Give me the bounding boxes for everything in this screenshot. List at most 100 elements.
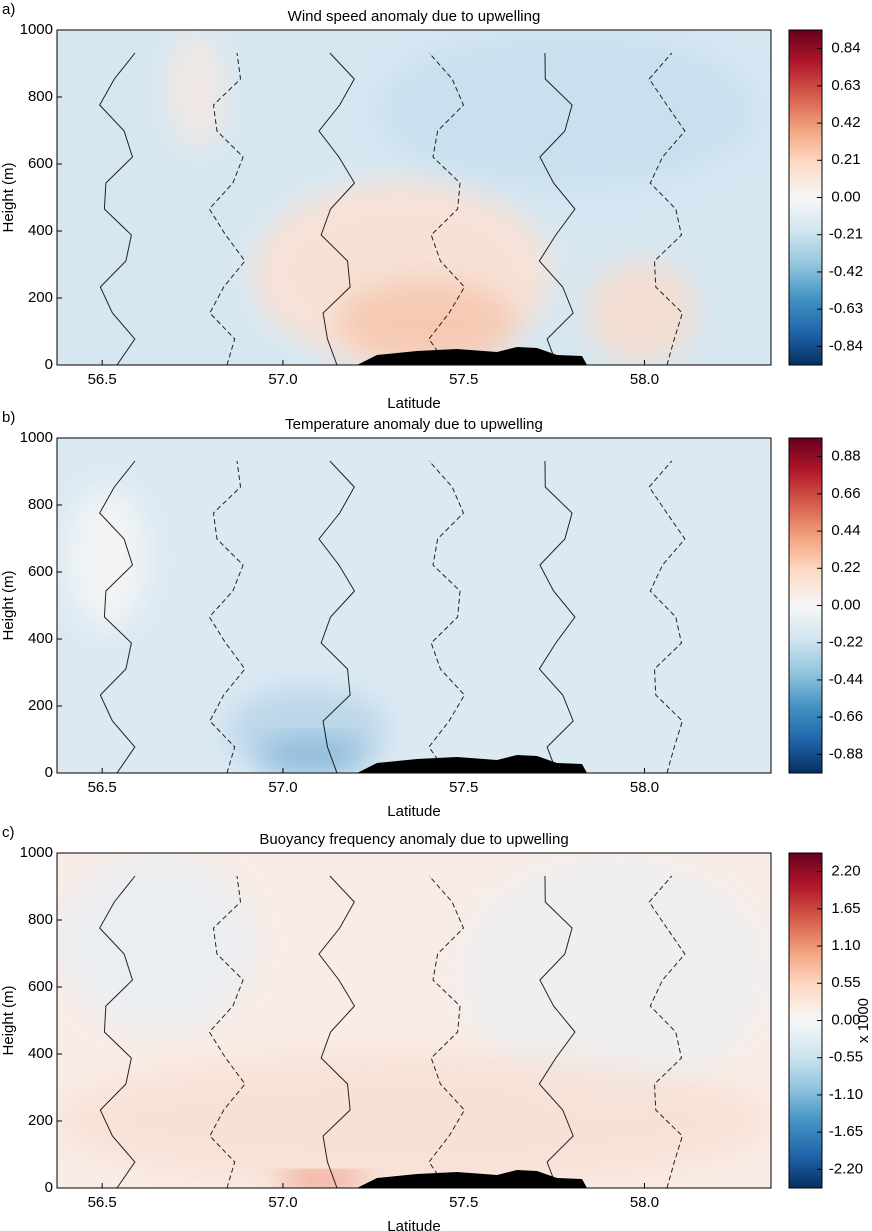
x-tick-label: 57.0 (268, 1194, 297, 1211)
x-tick-label: 57.5 (449, 371, 478, 388)
x-axis-label: Latitude (387, 395, 440, 412)
x-axis-label: Latitude (387, 803, 440, 820)
colorbar-tick-label: 0.00 (831, 1011, 860, 1028)
x-tick-label: 57.5 (449, 1194, 478, 1211)
x-tick-label: 56.5 (88, 779, 117, 796)
field-patch (167, 30, 227, 150)
colorbar-tick-label: 0.55 (831, 974, 860, 991)
field-patch (67, 488, 147, 628)
colorbar-tick-label: 0.22 (831, 559, 860, 576)
contour-line (208, 52, 246, 365)
contour-line (208, 875, 246, 1188)
colorbar-tick-label: 0.88 (831, 448, 860, 465)
y-tick-label: 600 (28, 978, 53, 995)
field-patch (257, 738, 367, 773)
panel-label: a) (2, 1, 15, 18)
y-tick-label: 0 (45, 1179, 53, 1196)
colorbar-tick-label: 0.00 (831, 188, 860, 205)
colorbar-tick-label: 0.00 (831, 596, 860, 613)
contour-line (648, 52, 686, 365)
contour-line (648, 460, 686, 773)
field-base (57, 438, 771, 773)
contour-line (99, 875, 136, 1188)
y-tick-label: 400 (28, 222, 53, 239)
colorbar-tick-label: 0.42 (831, 114, 860, 131)
colorbar-tick-label: -0.84 (829, 337, 863, 354)
contour-line (99, 460, 136, 773)
y-tick-label: 600 (28, 155, 53, 172)
colorbar-tick-label: -0.22 (829, 634, 863, 651)
panel-label: b) (2, 409, 15, 426)
field (57, 853, 771, 1188)
colorbar-tick-label: 0.66 (831, 485, 860, 502)
y-tick-label: 1000 (20, 429, 53, 446)
x-tick-label: 58.0 (630, 1194, 659, 1211)
contour-line (428, 875, 466, 1188)
field-patch (587, 260, 697, 365)
plot-frame (56, 852, 772, 1189)
terrain (357, 1170, 587, 1188)
y-tick-label: 0 (45, 764, 53, 781)
colorbar-tick-label: -0.44 (829, 671, 863, 688)
y-tick-label: 800 (28, 911, 53, 928)
colorbar-tick-label: -0.55 (829, 1049, 863, 1066)
colorbar-tick-label: 0.63 (831, 77, 860, 94)
y-tick-label: 400 (28, 630, 53, 647)
x-tick-label: 56.5 (88, 371, 117, 388)
y-tick-label: 600 (28, 563, 53, 580)
x-axis-label: Latitude (387, 1218, 440, 1231)
contour-line (99, 52, 136, 365)
y-tick-label: 1000 (20, 21, 53, 38)
colorbar-label: x 1000 (855, 998, 872, 1043)
y-axis-label: Height (m) (0, 570, 17, 640)
colorbar (788, 29, 823, 366)
y-axis-label: Height (m) (0, 162, 17, 232)
colorbar-tick-label: -2.20 (829, 1160, 863, 1177)
field (57, 438, 771, 773)
colorbar-tick-label: -0.63 (829, 300, 863, 317)
field-patch (457, 853, 771, 1093)
colorbar-tick-label: 0.44 (831, 522, 860, 539)
colorbar-tick-label: -1.10 (829, 1086, 863, 1103)
x-tick-label: 58.0 (630, 371, 659, 388)
field (57, 30, 771, 365)
y-tick-label: 200 (28, 697, 53, 714)
y-axis-label: Height (m) (0, 985, 17, 1055)
colorbar-tick-label: 1.65 (831, 900, 860, 917)
chart-title: Buoyancy frequency anomaly due to upwell… (259, 831, 568, 848)
field-patch (277, 1173, 367, 1188)
panel: b) Temperature anomaly due to upwelling La… (0, 409, 863, 820)
chart-title: Wind speed anomaly due to upwelling (288, 8, 541, 25)
contour-line (318, 460, 356, 773)
contour-line (538, 52, 576, 365)
contour-line (428, 52, 466, 365)
y-tick-label: 200 (28, 1112, 53, 1129)
y-tick-label: 800 (28, 496, 53, 513)
field-patch (57, 1053, 771, 1188)
x-tick-label: 58.0 (630, 779, 659, 796)
terrain (357, 755, 587, 773)
colorbar-tick-label: -0.66 (829, 708, 863, 725)
colorbar-tick-label: 0.84 (831, 40, 860, 57)
chart-title: Temperature anomaly due to upwelling (285, 416, 543, 433)
colorbar-tick-label: -1.65 (829, 1123, 863, 1140)
panel: c) Buoyancy frequency anomaly due to upwe… (0, 824, 872, 1231)
field-patch (337, 280, 517, 365)
field-patch (57, 853, 257, 1033)
x-tick-label: 57.0 (268, 779, 297, 796)
contour-line (208, 460, 246, 773)
panel: a) Wind speed anomaly due to upwelling Lat… (0, 1, 863, 412)
contour-line (538, 460, 576, 773)
y-tick-label: 200 (28, 289, 53, 306)
colorbar-tick-label: 0.21 (831, 151, 860, 168)
colorbar-tick-label: -0.42 (829, 263, 863, 280)
plot-frame (56, 437, 772, 774)
y-tick-label: 800 (28, 88, 53, 105)
plot-frame (56, 29, 772, 366)
y-tick-label: 0 (45, 356, 53, 373)
contour-line (318, 52, 356, 365)
x-tick-label: 56.5 (88, 1194, 117, 1211)
terrain (357, 347, 587, 365)
contour-line (428, 460, 466, 773)
